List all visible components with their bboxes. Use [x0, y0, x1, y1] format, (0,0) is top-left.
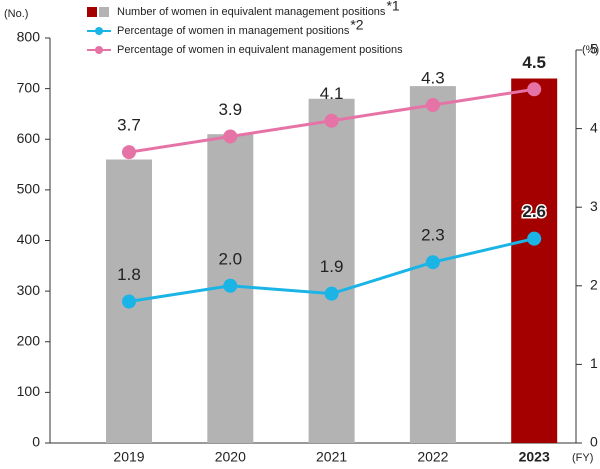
bar [308, 98, 355, 443]
legend-dot [95, 27, 103, 35]
data-label: 2.3 [421, 226, 445, 245]
legend-dot [95, 46, 103, 54]
x-tick-label: 2021 [316, 449, 347, 465]
x-axis-label: (FY) [572, 452, 593, 464]
y-tick-label: 0 [32, 434, 40, 450]
data-label: 1.8 [117, 265, 141, 284]
legend-label: Percentage of women in equivalent manage… [117, 44, 403, 56]
point [324, 113, 339, 128]
data-label: 2.6 [522, 202, 546, 221]
y-tick-label: 700 [17, 79, 41, 95]
point [122, 294, 136, 309]
legend-footnote: *1 [386, 0, 399, 14]
data-label: 3.9 [218, 100, 242, 119]
y-tick-label: 400 [17, 231, 41, 247]
legend-label: Number of women in equivalent management… [117, 6, 386, 18]
y-axis-label: (No.) [4, 8, 28, 20]
point [425, 98, 440, 113]
y-tick-label: 500 [17, 181, 41, 197]
data-label: 4.5 [522, 53, 546, 72]
point [527, 82, 542, 97]
point [223, 278, 238, 293]
x-tick-label: 2019 [113, 449, 144, 465]
data-label: 4.1 [320, 84, 344, 103]
y2-tick-label: 5 [590, 41, 598, 57]
y-tick-label: 200 [17, 332, 41, 348]
bar [511, 78, 558, 443]
data-label: 2.0 [218, 249, 242, 268]
y-tick-label: 600 [17, 130, 41, 146]
point [324, 286, 339, 301]
data-label: 4.3 [421, 69, 445, 88]
legend-swatch [99, 7, 109, 17]
y2-tick-label: 1 [590, 355, 598, 371]
y-tick-label: 100 [17, 383, 41, 399]
data-label: 1.9 [320, 257, 344, 276]
y2-tick-label: 0 [590, 434, 598, 450]
x-tick-label: 2022 [417, 449, 448, 465]
y-tick-label: 300 [17, 282, 41, 298]
y-tick-label: 800 [17, 29, 41, 45]
y2-axis-label: (%) [582, 44, 599, 56]
x-tick-label: 2020 [215, 449, 246, 465]
legend-footnote: *2 [350, 17, 363, 33]
point [122, 145, 136, 160]
y2-tick-label: 2 [590, 277, 598, 293]
point [223, 129, 238, 144]
y2-tick-label: 4 [590, 119, 598, 135]
point [527, 231, 542, 246]
y2-tick-label: 3 [590, 198, 598, 214]
point [425, 255, 440, 270]
legend-swatch [87, 7, 97, 17]
legend-label: Percentage of women in management positi… [117, 25, 350, 37]
data-label: 3.7 [117, 116, 141, 135]
x-tick-label: 2023 [519, 449, 550, 465]
